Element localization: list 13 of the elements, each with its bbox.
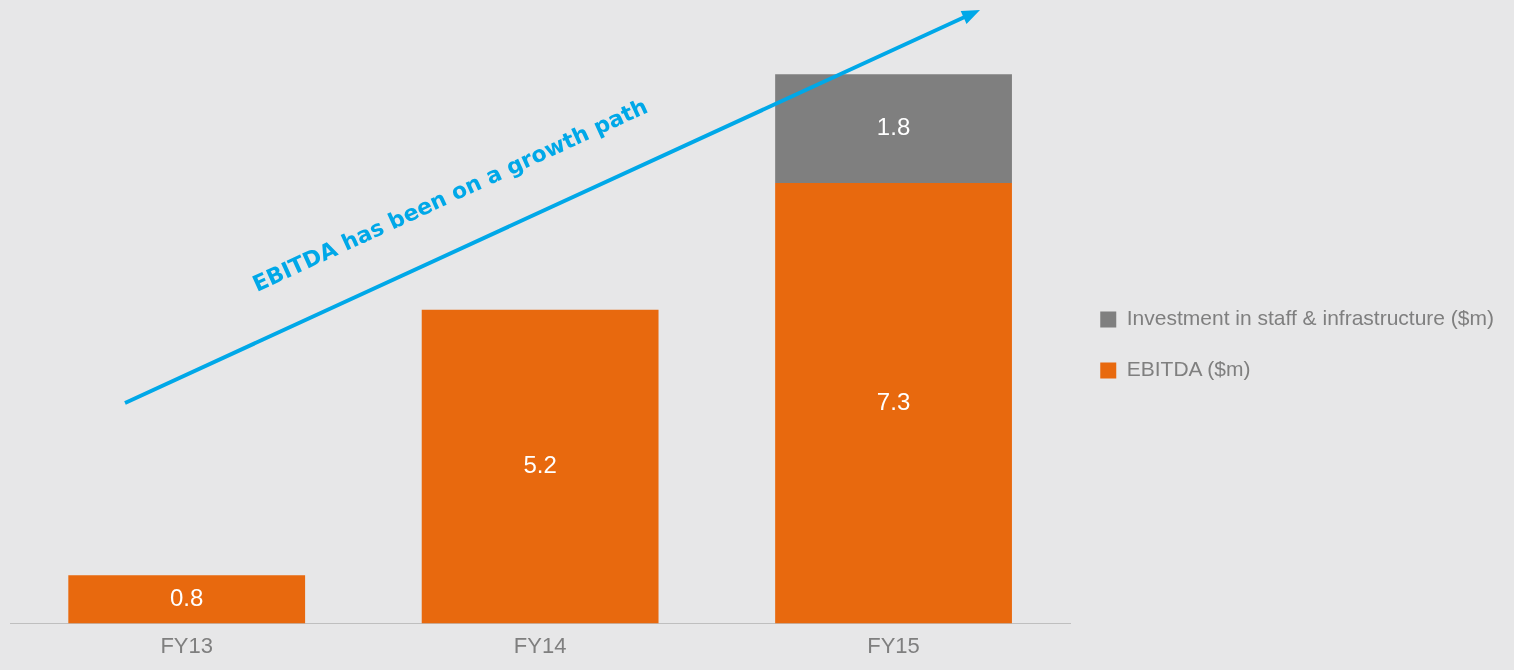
data-label: 5.2	[523, 451, 557, 479]
legend-label: EBITDA ($m)	[1126, 357, 1251, 381]
bar	[68, 575, 306, 624]
data-label: 1.8	[876, 113, 911, 141]
bar	[775, 74, 1012, 183]
x-tick-label: FY15	[867, 632, 920, 658]
legend-label: Investment in staff & infrastructure ($m)	[1126, 306, 1495, 330]
bar	[421, 309, 659, 624]
bar	[775, 182, 1012, 624]
x-tick-label: FY13	[160, 632, 214, 658]
data-label: 7.3	[876, 387, 911, 415]
data-label: 0.8	[170, 584, 204, 612]
x-tick-label: FY14	[513, 632, 567, 658]
